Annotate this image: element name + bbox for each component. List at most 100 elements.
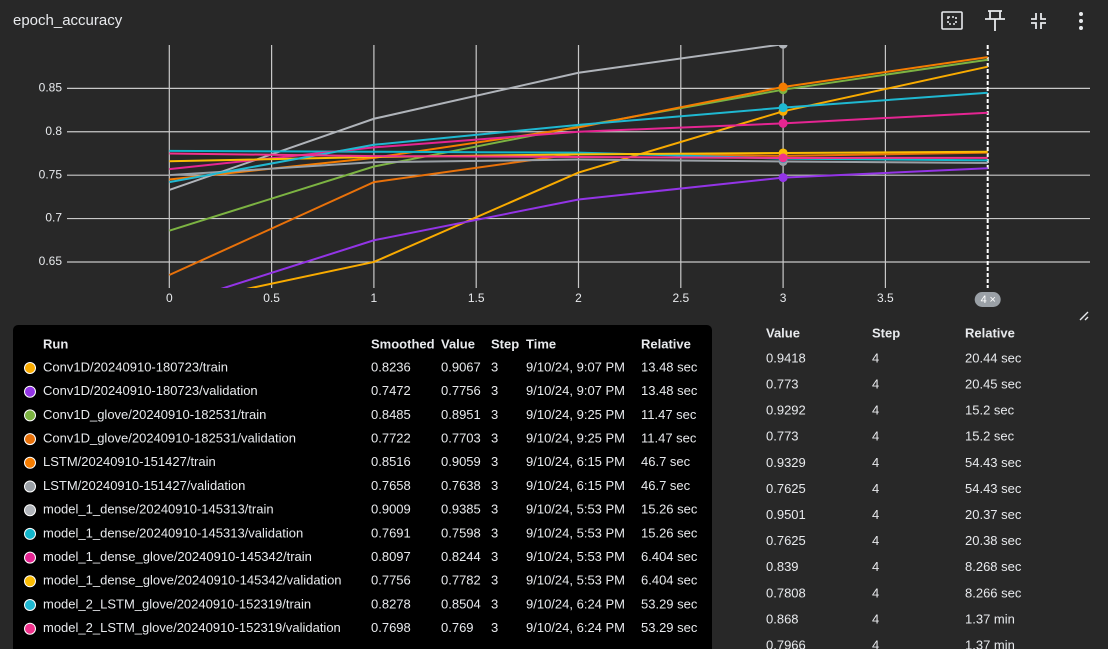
tooltip-table: Run Smoothed Value Step Time Relative Conv1D/2… xyxy=(24,336,698,635)
hover-dot xyxy=(778,153,788,163)
tooltip-cell: 6.404 sec xyxy=(641,573,698,588)
table-cell: 4 xyxy=(872,638,879,649)
table-cell: 0.868 xyxy=(766,611,799,626)
smoothed-value: 0.7698 xyxy=(371,620,411,635)
table-cell: 4 xyxy=(872,455,879,470)
tooltip-cell: 9/10/24, 5:53 PM xyxy=(526,525,625,540)
tooltip-cell: 11.47 sec xyxy=(641,431,697,446)
x-tick-label: 3.5 xyxy=(877,291,894,305)
x-tick-label: 0 xyxy=(166,291,173,305)
table-cell: 0.9329 xyxy=(766,455,806,470)
legend-swatch xyxy=(24,504,36,517)
tooltip-cell: 3 xyxy=(491,502,498,517)
table-cell: 54.43 sec xyxy=(965,481,1022,496)
tooltip-header: Smoothed xyxy=(371,336,435,351)
table-cell: 20.45 sec xyxy=(965,377,1022,392)
tooltip-cell: 15.26 sec xyxy=(641,525,698,540)
smoothed-value: 0.7658 xyxy=(371,478,411,493)
table-cell: 4 xyxy=(872,559,879,574)
legend-swatch xyxy=(24,480,36,493)
smoothed-value: 0.9009 xyxy=(371,502,411,517)
table-cell: 0.7625 xyxy=(766,481,806,496)
x-tick-label: 2 xyxy=(575,291,582,305)
resize-handle[interactable] xyxy=(1079,311,1089,321)
tooltip-cell: 13.48 sec xyxy=(641,359,698,374)
tooltip-cell: 9/10/24, 9:25 PM xyxy=(526,407,625,422)
series-line xyxy=(220,167,988,288)
tooltip-cell: 0.9067 xyxy=(441,359,481,374)
table-cell: 1.37 min xyxy=(965,611,1015,626)
tooltip-cell: 3 xyxy=(491,620,498,635)
tooltip-header: Value xyxy=(441,336,475,351)
runs-table: Value Step Relative 0.9418 4 20.44 sec 0.773 4 2… xyxy=(766,325,1022,649)
card-title: epoch_accuracy xyxy=(13,12,123,29)
table-cell: 8.268 sec xyxy=(965,559,1022,574)
y-tick-label: 0.75 xyxy=(39,167,63,181)
collapse-icon[interactable] xyxy=(1031,13,1046,29)
tooltip-cell: 9/10/24, 9:25 PM xyxy=(526,431,625,446)
menu-icon[interactable] xyxy=(1079,12,1083,30)
table-cell: 8.266 sec xyxy=(965,585,1022,600)
chip-close: × xyxy=(989,294,995,306)
table-header: Relative xyxy=(965,325,1015,340)
tooltip-cell: 0.8951 xyxy=(441,407,481,422)
table-cell: 0.7966 xyxy=(766,638,806,649)
table-cell: 0.839 xyxy=(766,559,799,574)
tooltip-cell: 15.26 sec xyxy=(641,502,698,517)
tooltip-cell: 3 xyxy=(491,478,498,493)
series-line xyxy=(246,65,988,288)
table-cell: 4 xyxy=(872,533,879,548)
series-line xyxy=(169,149,988,162)
smoothed-value: 0.8097 xyxy=(371,549,411,564)
tooltip-cell: 0.9059 xyxy=(441,454,481,469)
tooltip-cell: 0.7782 xyxy=(441,573,481,588)
tooltip-cell: 53.29 sec xyxy=(641,620,698,635)
smoothed-value: 0.8278 xyxy=(371,596,411,611)
tooltip-cell: 9/10/24, 6:24 PM xyxy=(526,596,625,611)
run-name: Conv1D/20240910-180723/train xyxy=(43,359,228,374)
legend-swatch xyxy=(24,409,36,422)
smoothed-value: 0.7472 xyxy=(371,383,411,398)
tooltip-cell: 13.48 sec xyxy=(641,383,698,398)
series-line xyxy=(169,152,988,159)
lines xyxy=(168,45,988,288)
table-header: Step xyxy=(872,325,900,340)
legend-swatch xyxy=(24,362,36,374)
table-cell: 4 xyxy=(872,377,879,392)
tooltip-cell: 3 xyxy=(491,596,498,611)
tooltip-cell: 46.7 sec xyxy=(641,478,691,493)
x-tick-label: 2.5 xyxy=(672,291,689,305)
legend-swatch xyxy=(24,575,36,588)
fit-icon[interactable] xyxy=(941,11,963,30)
hover-dot xyxy=(778,82,788,92)
pin-icon[interactable] xyxy=(985,10,1005,31)
table-cell: 1.37 min xyxy=(965,638,1015,649)
tooltip-cell: 3 xyxy=(491,573,498,588)
smoothed-value: 0.7756 xyxy=(371,573,411,588)
legend-swatch xyxy=(24,433,36,446)
series-line xyxy=(169,150,988,163)
legend-swatch xyxy=(24,527,36,540)
legend-swatch xyxy=(24,622,36,635)
table-cell: 4 xyxy=(872,611,879,626)
x-tick-label: 4 xyxy=(981,294,987,306)
tooltip-header: Run xyxy=(43,336,68,351)
run-name: LSTM/20240910-151427/train xyxy=(43,454,216,469)
table-cell: 4 xyxy=(872,429,879,444)
tooltip-cell: 9/10/24, 6:15 PM xyxy=(526,454,625,469)
table-cell: 0.9292 xyxy=(766,403,806,418)
tooltip-cell: 53.29 sec xyxy=(641,596,698,611)
table-cell: 54.43 sec xyxy=(965,455,1022,470)
run-name: model_2_LSTM_glove/20240910-152319/valid… xyxy=(43,620,341,635)
tooltip-cell: 9/10/24, 5:53 PM xyxy=(526,573,625,588)
hover-dot xyxy=(778,173,788,183)
x-tick-label: 3 xyxy=(780,291,787,305)
tooltip-cell: 9/10/24, 9:07 PM xyxy=(526,359,625,374)
hover-dot xyxy=(778,103,788,113)
tooltip-cell: 46.7 sec xyxy=(641,454,691,469)
tooltip-cell: 3 xyxy=(491,407,498,422)
tooltip-cell: 0.7638 xyxy=(441,478,481,493)
tooltip-cell: 3 xyxy=(491,525,498,540)
smoothed-value: 0.7722 xyxy=(371,431,411,446)
smoothed-value: 0.8516 xyxy=(371,454,411,469)
